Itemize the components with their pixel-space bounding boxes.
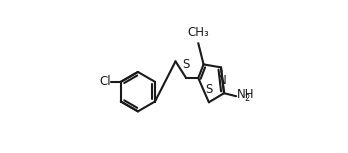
Text: N: N bbox=[218, 74, 227, 87]
Text: S: S bbox=[205, 83, 213, 96]
Text: 2: 2 bbox=[245, 94, 250, 103]
Text: Cl: Cl bbox=[99, 75, 111, 88]
Text: NH: NH bbox=[237, 88, 254, 101]
Text: CH₃: CH₃ bbox=[187, 26, 209, 39]
Text: S: S bbox=[182, 58, 190, 71]
